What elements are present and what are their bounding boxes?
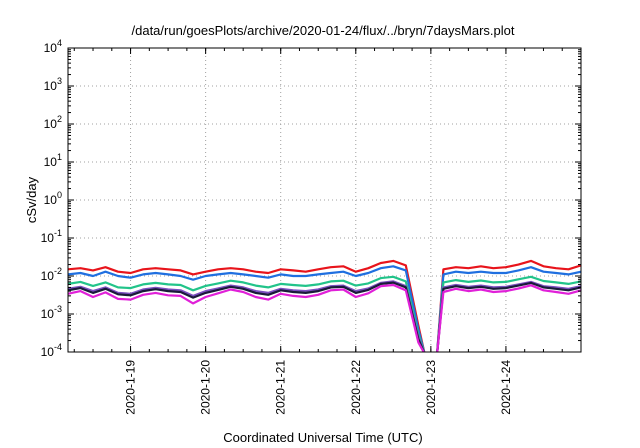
y-tick-label: 100 [44, 190, 62, 207]
x-tick-label: 2020-1-22 [349, 360, 363, 415]
x-tick-label: 2020-1-21 [274, 360, 288, 415]
grid [68, 48, 581, 352]
series-line-5 [68, 281, 581, 352]
y-tick-label: 102 [44, 114, 62, 131]
y-tick-label: 10-3 [41, 304, 62, 321]
x-tick-label: 2020-1-24 [499, 360, 513, 415]
x-axis-title: Coordinated Universal Time (UTC) [223, 430, 422, 445]
series-line-3 [68, 275, 581, 352]
plot-lines [68, 259, 581, 352]
y-tick-label: 101 [44, 152, 62, 169]
chart-title: /data/run/goesPlots/archive/2020-01-24/f… [132, 23, 515, 38]
series-line-6 [68, 283, 581, 352]
y-tick-label: 10-2 [41, 266, 62, 283]
y-tick-label: 104 [44, 38, 62, 55]
y-axis-title: cSv/day [24, 176, 39, 223]
series-line-1 [68, 259, 581, 352]
x-axis: 2020-1-19 2020-1-20 2020-1-21 2020-1-22 2020… [73, 48, 563, 415]
y-tick-label: 10-4 [41, 342, 62, 359]
series-line-2 [68, 265, 581, 352]
y-axis: 10-4 10-3 10-2 10-1 100 101 102 103 104 [41, 38, 581, 359]
y-tick-label: 103 [44, 76, 62, 93]
series-line-4 [68, 280, 581, 352]
x-tick-label: 2020-1-19 [124, 360, 138, 415]
y-tick-label: 10-1 [41, 228, 62, 245]
x-tick-label: 2020-1-23 [424, 360, 438, 415]
x-tick-label: 2020-1-20 [199, 360, 213, 415]
